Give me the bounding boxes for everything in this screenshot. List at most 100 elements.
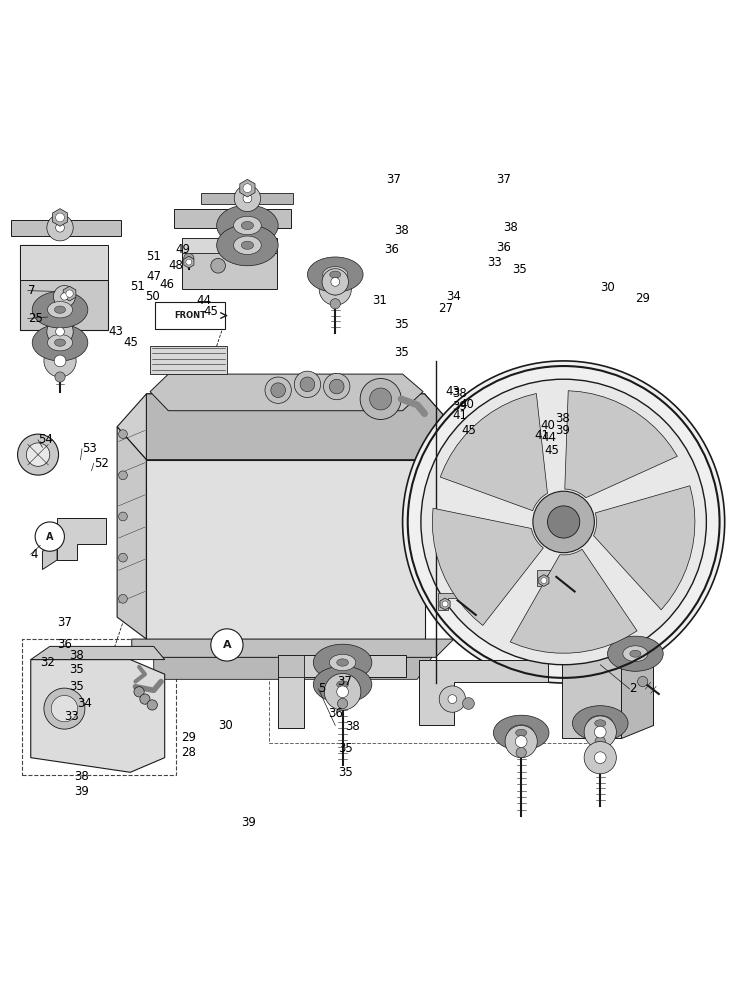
Text: 51: 51 (146, 250, 161, 263)
Circle shape (533, 491, 594, 553)
Text: 35: 35 (70, 680, 84, 693)
Text: 39: 39 (452, 400, 467, 413)
Text: 36: 36 (328, 707, 343, 720)
Ellipse shape (630, 650, 641, 657)
Polygon shape (565, 391, 677, 498)
Ellipse shape (32, 324, 88, 361)
Polygon shape (433, 508, 543, 625)
Circle shape (584, 742, 616, 774)
Circle shape (360, 378, 401, 419)
Circle shape (594, 726, 606, 738)
Text: 30: 30 (218, 719, 233, 732)
Circle shape (329, 379, 344, 394)
Text: 38: 38 (452, 387, 467, 400)
Text: 52: 52 (94, 457, 108, 470)
Text: 37: 37 (57, 616, 72, 629)
Circle shape (584, 716, 616, 748)
Circle shape (265, 377, 291, 403)
Text: 32: 32 (40, 656, 55, 669)
Text: 28: 28 (182, 746, 196, 759)
Circle shape (337, 686, 348, 698)
Ellipse shape (242, 241, 253, 249)
Text: 49: 49 (176, 243, 190, 256)
Ellipse shape (313, 644, 372, 681)
Text: 33: 33 (64, 710, 79, 723)
Circle shape (53, 286, 75, 307)
Circle shape (329, 283, 341, 295)
Text: 46: 46 (160, 278, 174, 291)
Circle shape (594, 752, 606, 764)
Circle shape (324, 673, 361, 710)
Circle shape (595, 736, 605, 747)
Circle shape (66, 290, 73, 297)
Circle shape (61, 293, 68, 300)
Ellipse shape (337, 659, 348, 666)
Polygon shape (20, 245, 108, 330)
Circle shape (140, 694, 150, 704)
Ellipse shape (32, 291, 88, 328)
Ellipse shape (594, 720, 606, 727)
Polygon shape (440, 598, 450, 610)
Text: 37: 37 (337, 675, 351, 688)
Ellipse shape (234, 216, 261, 235)
Circle shape (55, 372, 65, 382)
Ellipse shape (217, 205, 278, 246)
Polygon shape (150, 374, 423, 411)
Polygon shape (438, 593, 458, 610)
Circle shape (44, 688, 85, 729)
Circle shape (548, 506, 580, 538)
Ellipse shape (48, 334, 72, 351)
Text: 34: 34 (77, 697, 92, 710)
Circle shape (119, 594, 127, 603)
Text: 35: 35 (70, 663, 84, 676)
Polygon shape (510, 549, 637, 653)
Circle shape (300, 377, 315, 392)
Ellipse shape (323, 267, 348, 282)
Text: 48: 48 (168, 259, 183, 272)
Ellipse shape (493, 715, 549, 750)
Circle shape (463, 698, 474, 709)
Ellipse shape (307, 257, 363, 292)
Circle shape (370, 388, 392, 410)
Ellipse shape (48, 301, 72, 318)
Text: 29: 29 (182, 731, 196, 744)
Text: 45: 45 (461, 424, 476, 437)
Text: 51: 51 (130, 280, 145, 293)
Polygon shape (20, 245, 108, 280)
Circle shape (56, 327, 64, 336)
Polygon shape (150, 346, 227, 374)
Polygon shape (146, 460, 425, 639)
Ellipse shape (337, 681, 348, 688)
Polygon shape (537, 570, 556, 586)
Polygon shape (132, 639, 454, 657)
Text: 45: 45 (203, 305, 218, 318)
Circle shape (403, 361, 725, 683)
Polygon shape (11, 220, 121, 236)
Ellipse shape (313, 666, 372, 703)
Text: A: A (46, 532, 53, 542)
Polygon shape (184, 256, 194, 268)
Circle shape (515, 736, 527, 747)
Circle shape (119, 512, 127, 521)
Circle shape (119, 553, 127, 562)
Circle shape (134, 687, 144, 697)
Polygon shape (240, 179, 255, 197)
Text: 38: 38 (394, 224, 408, 237)
Circle shape (54, 355, 66, 367)
Ellipse shape (515, 729, 527, 736)
Polygon shape (31, 646, 165, 660)
Ellipse shape (608, 636, 663, 671)
Polygon shape (117, 427, 146, 639)
Text: 40: 40 (460, 398, 474, 411)
Text: 39: 39 (242, 816, 256, 829)
Polygon shape (594, 486, 695, 610)
Text: 35: 35 (338, 742, 353, 755)
Text: 37: 37 (496, 173, 511, 186)
Text: 39: 39 (555, 424, 569, 437)
Text: 47: 47 (146, 270, 161, 283)
Circle shape (47, 215, 73, 241)
Text: 39: 39 (75, 785, 89, 798)
Ellipse shape (234, 236, 261, 254)
Circle shape (51, 695, 78, 722)
Text: 35: 35 (394, 346, 408, 359)
